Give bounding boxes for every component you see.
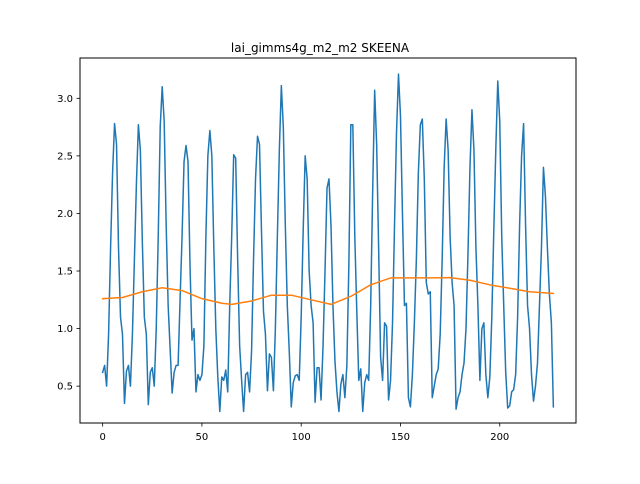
y-tick-label: 0.5 (57, 382, 73, 393)
series-line-1 (101, 73, 555, 413)
y-tick-label: 1.0 (57, 324, 73, 335)
x-tick-label: 50 (196, 432, 209, 443)
y-axis: 0.5 1.0 1.5 2.0 2.5 3.0 (57, 94, 80, 393)
series-layer (101, 73, 555, 413)
y-tick-label: 3.0 (57, 94, 73, 105)
y-tick-label: 1.5 (57, 267, 73, 278)
plot-area: 0 50 100 150 200 0.5 1.0 1.5 2.0 2.5 3.0 (57, 57, 577, 443)
x-tick-label: 0 (99, 432, 105, 443)
x-tick-label: 100 (292, 432, 311, 443)
chart-title: lai_gimms4g_m2_m2 SKEENA (231, 41, 410, 55)
axes-frame (79, 57, 577, 424)
series-line-2 (101, 276, 555, 306)
x-tick-label: 150 (391, 432, 410, 443)
y-tick-label: 2.5 (57, 151, 73, 162)
y-tick-label: 2.0 (57, 209, 73, 220)
x-axis: 0 50 100 150 200 (99, 423, 509, 443)
x-tick-label: 200 (490, 432, 509, 443)
